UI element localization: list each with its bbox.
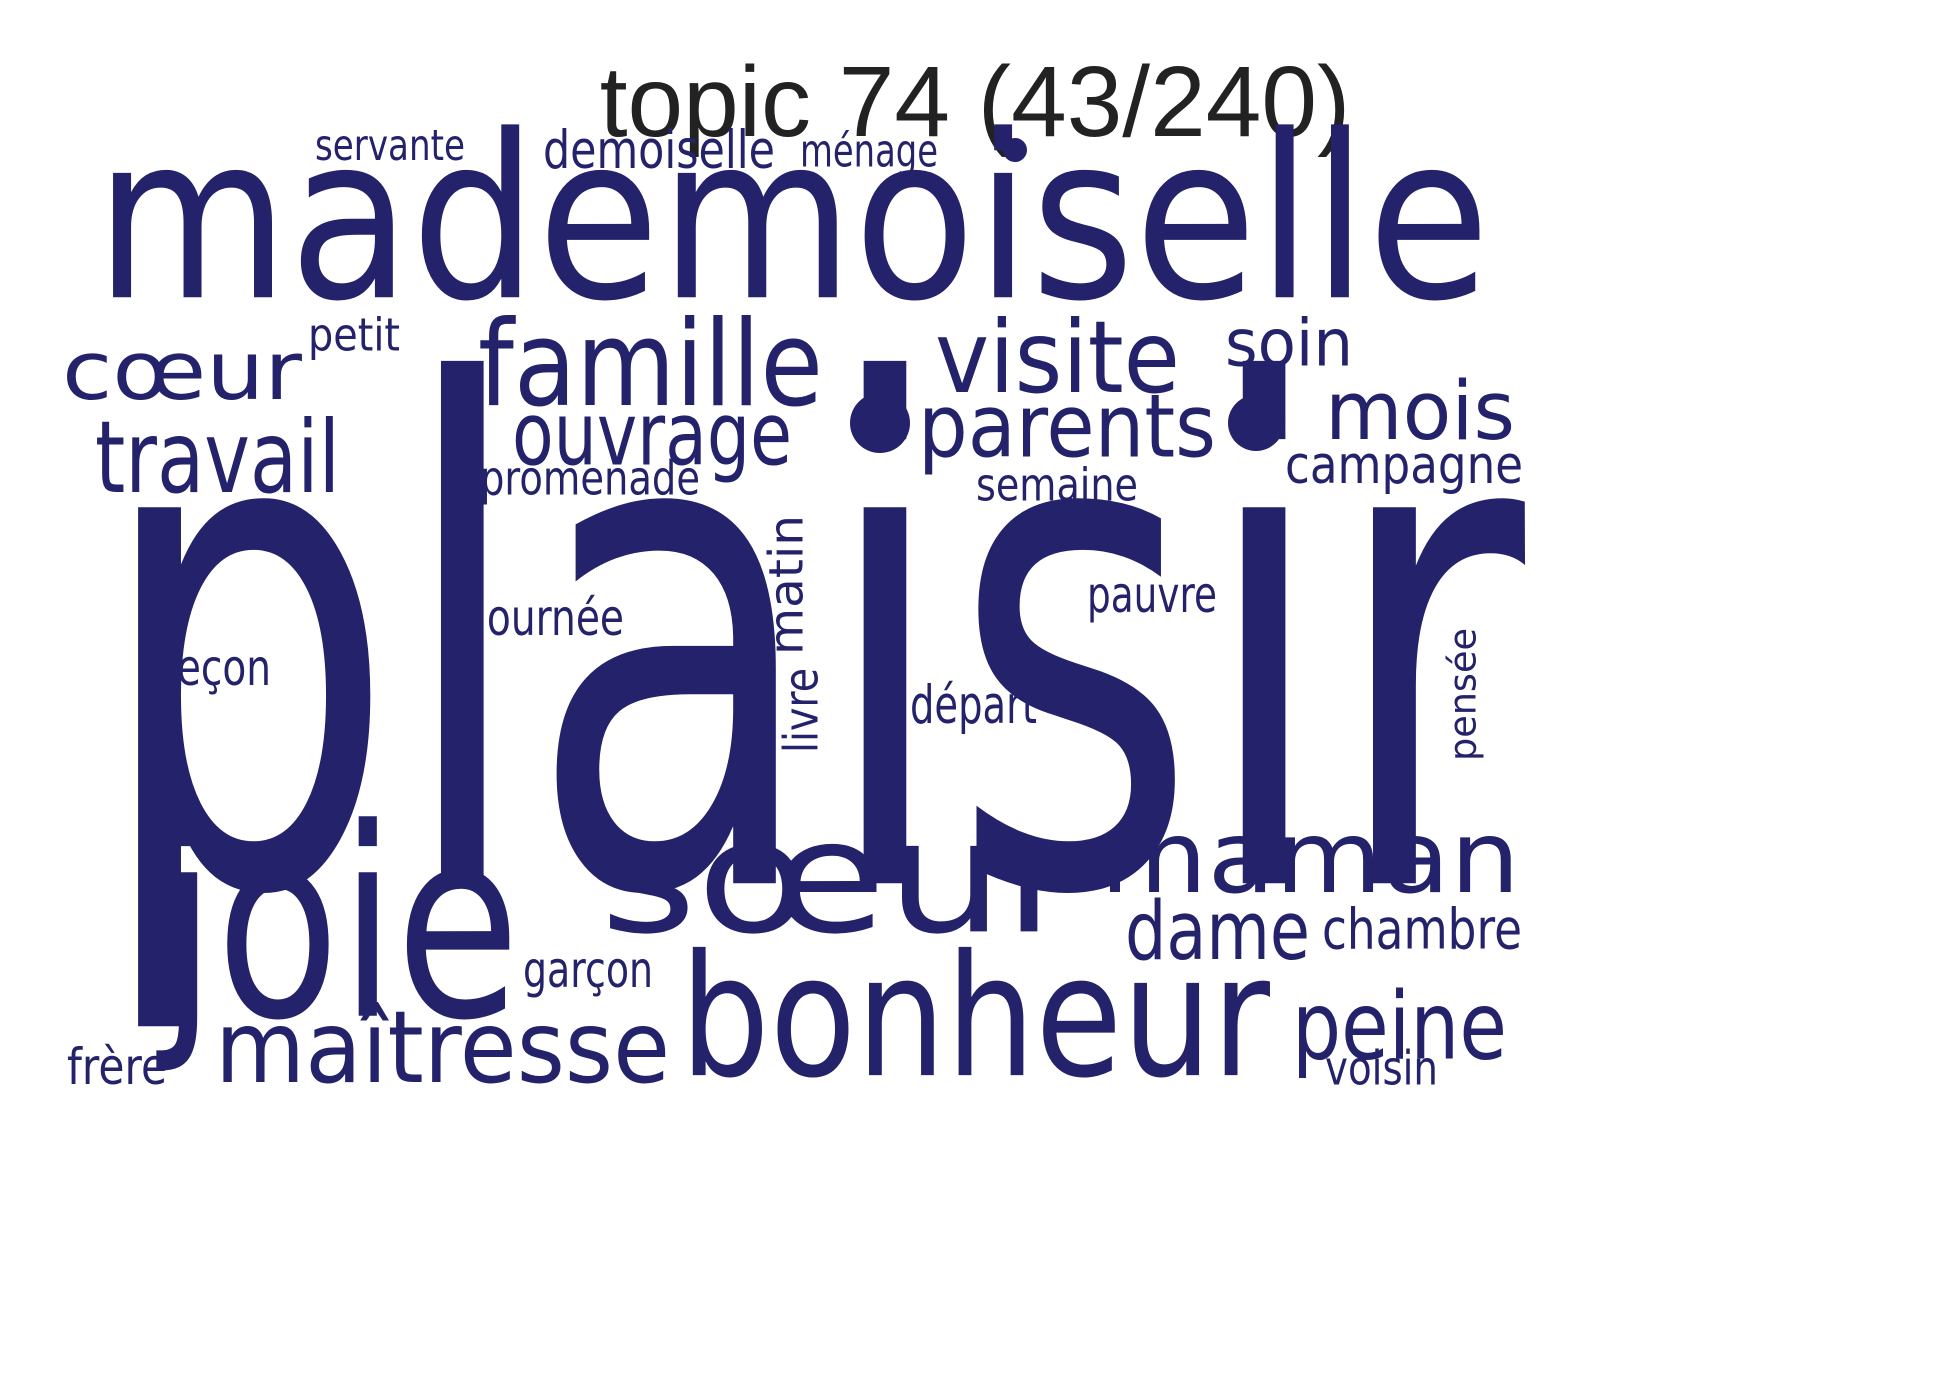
cloud-word-travail: travail (95, 399, 341, 516)
cloud-word-bonheur: bonheur (680, 918, 1271, 1116)
cloud-word-frere: frère (67, 1038, 168, 1096)
cloud-word-lecon: leçon (166, 639, 272, 697)
cloud-word-depart: départ (910, 674, 1038, 736)
cloud-word-coeur: cœur (62, 324, 303, 419)
cloud-word-pauvre: pauvre (1087, 566, 1218, 624)
cloud-word-dame: dame (1125, 884, 1311, 979)
cloud-dot-small (1003, 138, 1027, 162)
cloud-word-demoiselle: demoiselle (543, 119, 776, 181)
cloud-word-joie: joie (160, 771, 521, 1078)
cloud-word-famille: famille (478, 296, 824, 435)
cloud-word-voisin: voisin (1325, 1041, 1439, 1097)
cloud-word-menage: ménage (800, 124, 939, 178)
cloud-word-mois: mois (1325, 364, 1516, 459)
cloud-word-visite: visite (935, 299, 1180, 416)
cloud-word-parents: parents (918, 375, 1217, 478)
cloud-word-maitresse: maîtresse (215, 989, 671, 1106)
cloud-word-semaine: semaine (976, 458, 1138, 512)
cloud-word-peine: peine (1292, 972, 1508, 1082)
cloud-word-chambre: chambre (1322, 897, 1523, 963)
cloud-word-mademoiselle: mademoiselle (95, 86, 1491, 352)
cloud-title: topic 74 (43/240) (599, 46, 1351, 158)
cloud-word-pensee: pensée (1440, 627, 1485, 761)
cloud-word-soeur: sœur (600, 786, 1081, 969)
cloud-word-maman: maman (1100, 799, 1521, 916)
cloud-word-journee: journée (476, 589, 624, 647)
cloud-dot-left (850, 393, 910, 453)
cloud-word-livre: livre (774, 667, 830, 753)
cloud-word-soin: soin (1225, 306, 1354, 382)
cloud-word-ouvrage: ouvrage (512, 383, 793, 486)
cloud-word-servante: servante (315, 121, 466, 171)
cloud-word-promenade: promenade (480, 451, 701, 507)
cloud-dot-right (1228, 395, 1284, 451)
cloud-word-matin: matin (759, 514, 815, 655)
cloud-word-petit: petit (308, 308, 401, 362)
cloud-word-campagne: campagne (1285, 434, 1524, 496)
cloud-word-garcon: garçon (523, 941, 654, 999)
cloud-word-plaisir: plaisir (95, 246, 1526, 1047)
